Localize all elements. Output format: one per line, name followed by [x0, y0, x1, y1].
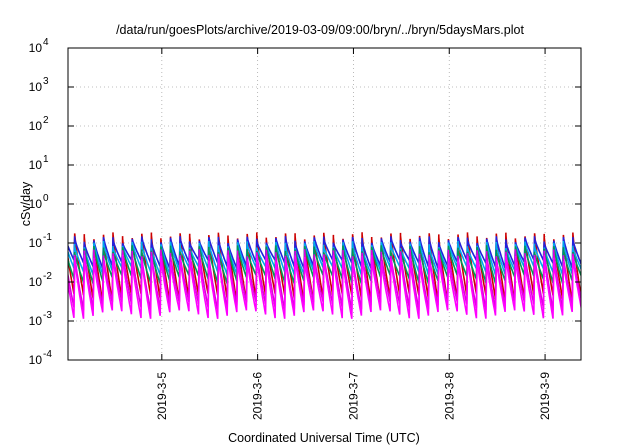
- y-tick-label: 10: [29, 197, 43, 211]
- x-tick-label: 2019-3-6: [251, 372, 265, 420]
- y-tick-label: 10: [29, 236, 43, 250]
- series-line: [68, 240, 581, 276]
- y-tick-label: 10: [29, 314, 43, 328]
- series-group: [68, 232, 581, 319]
- x-tick-label: 2019-3-9: [538, 372, 552, 420]
- y-tick-label: 10: [29, 119, 43, 133]
- y-tick-label: 10: [29, 353, 43, 367]
- x-tick-label: 2019-3-5: [155, 372, 169, 420]
- y-tick-label: 10: [29, 158, 43, 172]
- y-tick-exponent: -2: [43, 271, 52, 282]
- y-tick-exponent: 4: [43, 37, 49, 48]
- y-tick-label: 10: [29, 275, 43, 289]
- y-tick-exponent: 1: [43, 154, 49, 165]
- y-tick-label: 10: [29, 80, 43, 94]
- chart-title: /data/run/goesPlots/archive/2019-03-09/0…: [116, 23, 524, 37]
- series-line: [68, 236, 581, 269]
- y-tick-exponent: 3: [43, 76, 49, 87]
- y-axis-label: cSv/day: [19, 181, 33, 226]
- series-line: [68, 254, 581, 319]
- y-tick-exponent: 0: [43, 193, 49, 204]
- y-tick-label: 10: [29, 41, 43, 55]
- x-axis-label: Coordinated Universal Time (UTC): [228, 431, 420, 445]
- y-tick-exponent: -3: [43, 310, 52, 321]
- x-tick-label: 2019-3-8: [442, 372, 456, 420]
- y-tick-exponent: 2: [43, 115, 49, 126]
- grid: [68, 48, 581, 360]
- x-tick-label: 2019-3-7: [346, 372, 360, 420]
- y-tick-exponent: -1: [43, 232, 52, 243]
- y-tick-exponent: -4: [43, 349, 52, 360]
- series-line: [68, 245, 581, 284]
